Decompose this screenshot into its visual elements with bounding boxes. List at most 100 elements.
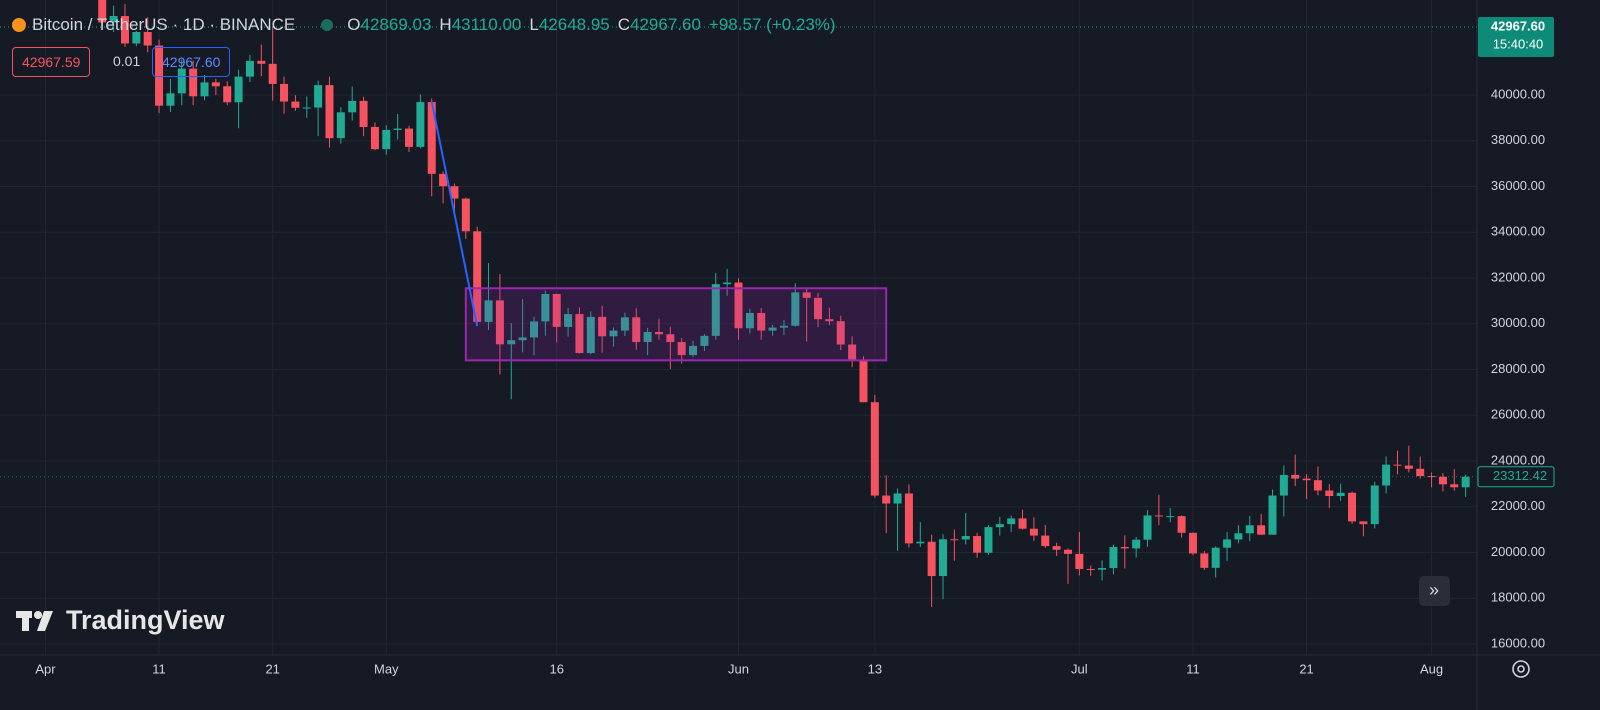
candle-body: [1313, 480, 1322, 491]
sell-button[interactable]: 42967.59: [12, 47, 91, 77]
candle-body: [745, 312, 754, 329]
candle-body: [427, 102, 436, 174]
x-tick-label: 21: [265, 661, 279, 676]
plot: [0, 0, 1477, 607]
candle-body: [439, 173, 448, 187]
y-tick-label: 40000.00: [1491, 86, 1545, 101]
scroll-icon[interactable]: »: [1429, 580, 1439, 600]
candle-body: [143, 32, 152, 46]
candle-body: [405, 128, 414, 147]
candle-body: [893, 493, 902, 504]
candle-body: [609, 330, 618, 337]
ohlc-key: H: [439, 15, 452, 34]
candle-body: [1052, 546, 1061, 550]
ohlc-key: O: [347, 15, 361, 34]
candle-body: [166, 93, 175, 106]
x-tick-label: 21: [1299, 661, 1313, 676]
candle-body: [870, 402, 879, 496]
candle-body: [1075, 553, 1084, 569]
y-tick-label: 34000.00: [1491, 224, 1545, 239]
candle-body: [575, 314, 584, 354]
candle-body: [1461, 476, 1470, 488]
countdown: 15:40:40: [1493, 36, 1544, 51]
candle-body: [927, 541, 936, 577]
candle-body: [882, 495, 891, 504]
candle-body: [984, 527, 993, 553]
candle-body: [1427, 476, 1436, 478]
candle-body: [1336, 492, 1345, 496]
candle-body: [939, 539, 948, 577]
range-box: [464, 287, 888, 362]
y-tick-label: 38000.00: [1491, 132, 1545, 147]
candle-body: [1450, 484, 1459, 488]
buy-button[interactable]: 42967.60: [152, 47, 231, 77]
candle-body: [836, 321, 845, 345]
candle-body: [961, 536, 970, 540]
candle-body: [825, 319, 834, 322]
x-tick-label: 16: [549, 661, 563, 676]
candle-body: [1007, 518, 1016, 525]
candle-body: [654, 331, 663, 335]
candle-body: [689, 345, 698, 356]
candle-body: [473, 231, 482, 322]
candle-body: [1291, 474, 1300, 479]
candle-body: [723, 282, 732, 285]
candle-body: [109, 16, 118, 23]
x-tick-label: 13: [868, 661, 882, 676]
candle-body: [211, 82, 220, 87]
candle-body: [1268, 495, 1277, 535]
ohlc-key: C: [617, 15, 631, 34]
candle-body: [1223, 539, 1232, 548]
candle-body: [1348, 492, 1357, 522]
candle-body: [1029, 528, 1038, 536]
candle-body: [643, 331, 652, 343]
candle-body: [450, 186, 459, 199]
candle-body: [1234, 533, 1243, 540]
candle-body: [1154, 515, 1163, 517]
candle-body: [495, 300, 504, 345]
candle-body: [268, 63, 277, 84]
candle-body: [382, 129, 391, 150]
candle-body: [200, 82, 209, 97]
x-tick-label: 11: [1186, 661, 1200, 676]
coin-icon: [12, 18, 26, 32]
candle-body: [564, 314, 573, 327]
logo-part: [22, 611, 29, 631]
ohlc-value: 42967.60: [630, 15, 701, 34]
watermark: TradingView: [66, 605, 226, 635]
symbol-title[interactable]: Bitcoin / TetherUS · 1D · BINANCE: [32, 15, 296, 34]
candle-body: [1200, 553, 1209, 568]
candle-body: [177, 68, 186, 94]
candle-body: [280, 83, 289, 102]
candle-body: [314, 85, 323, 108]
candle-body: [1063, 549, 1072, 554]
candle-body: [132, 32, 141, 44]
logo-part: [37, 611, 53, 631]
ohlc-value: 43110.00: [451, 15, 522, 34]
scroll-button[interactable]: [1419, 576, 1450, 606]
candle-body: [155, 45, 164, 106]
settings-icon-center[interactable]: [1517, 665, 1525, 673]
candle-body: [291, 101, 300, 108]
candle-body: [904, 493, 913, 544]
candle-body: [1257, 525, 1266, 535]
y-tick-label: 22000.00: [1491, 498, 1545, 513]
candle-body: [518, 337, 527, 341]
candle-body: [1382, 464, 1391, 486]
candle-body: [1132, 539, 1141, 549]
candle-body: [734, 282, 743, 329]
candle-body: [700, 335, 709, 346]
candle-body: [666, 334, 675, 343]
settings-icon[interactable]: [1512, 660, 1530, 678]
candle-body: [1086, 568, 1095, 570]
candle-body: [973, 536, 982, 553]
candle-body: [1177, 516, 1186, 533]
candle-body: [1416, 468, 1425, 477]
candle-body: [98, 0, 107, 23]
ohlc-value: 42869.03: [360, 15, 432, 34]
candle-body: [325, 85, 334, 139]
candle-body: [234, 76, 243, 103]
candle-body: [223, 86, 232, 103]
candle-body: [802, 292, 811, 298]
